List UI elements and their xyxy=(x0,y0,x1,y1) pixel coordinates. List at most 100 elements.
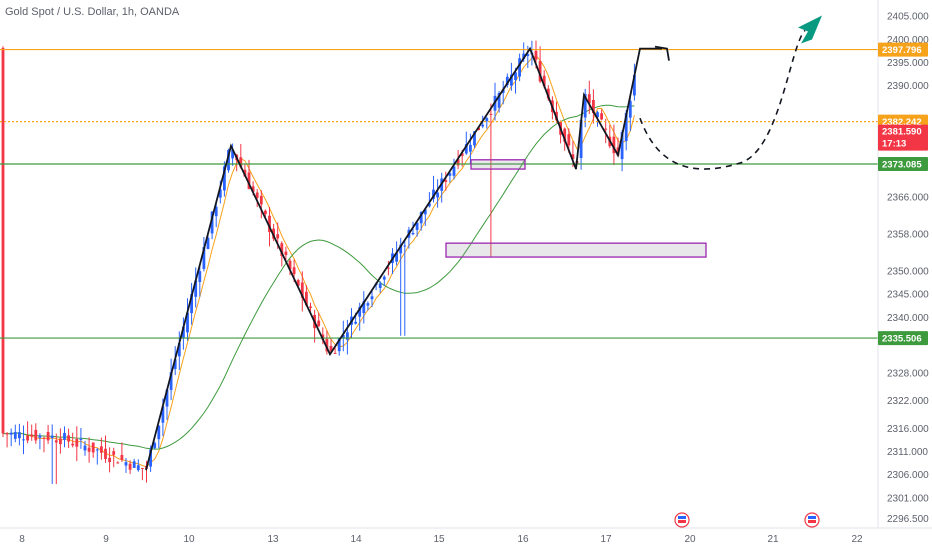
symbol-title: Gold Spot / U.S. Dollar, 1h, OANDA xyxy=(5,6,180,18)
current-price-label: 2381.590 xyxy=(882,127,922,138)
ma-fast-line xyxy=(2,55,635,468)
candle-body xyxy=(141,467,144,469)
event-flag-icon[interactable] xyxy=(674,512,690,528)
candle-body xyxy=(341,334,345,339)
candle-body xyxy=(419,211,423,224)
candle-body xyxy=(202,247,206,269)
candle-body xyxy=(259,195,263,205)
candle-body xyxy=(399,244,403,254)
candle-body xyxy=(136,465,140,471)
swing-path-line xyxy=(145,46,662,471)
candle-body xyxy=(87,447,91,452)
price-tick-label: 2400.000 xyxy=(887,35,929,46)
level-badge-label: 2373.085 xyxy=(882,160,922,171)
candle-body xyxy=(329,345,333,352)
candle-body xyxy=(473,131,476,146)
time-tick-label: 17 xyxy=(600,534,612,545)
candle-body xyxy=(182,326,185,338)
candle-body xyxy=(366,303,370,306)
time-tick-label: 9 xyxy=(103,534,109,545)
candle-body xyxy=(538,61,542,82)
level-badge xyxy=(878,331,928,346)
price-zone xyxy=(445,242,707,258)
price-tick-label: 2395.000 xyxy=(887,58,929,69)
candle-body xyxy=(378,283,382,288)
time-tick-label: 10 xyxy=(183,534,195,545)
candle-body xyxy=(34,429,38,441)
time-axis[interactable]: 8 9 10 13 14 15 16 17 20 21 22 xyxy=(19,534,863,545)
level-badge xyxy=(878,42,928,57)
candle-body xyxy=(510,74,513,86)
candle-body xyxy=(206,237,210,249)
candle-body xyxy=(432,189,435,199)
candle-body xyxy=(95,449,99,451)
candle-body xyxy=(169,372,173,391)
price-axis[interactable]: 2405.000 2400.000 2395.000 2390.000 2366.000… xyxy=(887,12,929,526)
swing-arrowhead xyxy=(654,45,670,61)
time-tick-label: 16 xyxy=(517,534,529,545)
level-badge-label: 2397.796 xyxy=(882,45,922,56)
candle-body xyxy=(75,439,79,447)
candle-body xyxy=(264,210,267,215)
event-icon-band xyxy=(678,516,686,519)
candle-body xyxy=(116,462,120,464)
candle-body xyxy=(395,253,398,262)
candle-body xyxy=(5,433,9,435)
candle-body xyxy=(296,280,300,286)
candle-body xyxy=(276,234,280,239)
event-icons[interactable] xyxy=(674,512,820,528)
candle-body xyxy=(38,435,42,438)
candle-body xyxy=(403,245,407,247)
drawings xyxy=(145,15,822,471)
candle-body xyxy=(411,232,415,235)
candle-body xyxy=(481,124,485,127)
candle-body xyxy=(22,439,25,441)
candle-body xyxy=(30,434,34,437)
candle-body xyxy=(612,136,616,154)
candle-body xyxy=(149,449,152,467)
candle-body xyxy=(489,113,493,115)
candle-body xyxy=(165,389,169,407)
event-icon-band xyxy=(808,520,816,523)
horizontal-levels xyxy=(0,48,878,339)
candle-body xyxy=(177,343,181,357)
candle-body xyxy=(268,215,271,233)
candle-body xyxy=(42,437,46,439)
candle-body xyxy=(63,432,66,440)
level-badge-label: 2335.506 xyxy=(882,334,922,345)
price-badges: 2397.796 2382.242 2373.085 2335.506 2381.590… xyxy=(878,42,928,346)
candle-body xyxy=(288,260,292,270)
candle-body xyxy=(54,440,58,443)
candle-body xyxy=(280,243,284,256)
price-tick-label: 2390.000 xyxy=(887,81,929,92)
candle-body xyxy=(387,267,390,269)
candle-body xyxy=(571,154,575,160)
candle-body xyxy=(227,149,230,171)
candle-body xyxy=(284,251,288,256)
time-tick-label: 20 xyxy=(684,534,696,545)
time-tick-label: 21 xyxy=(767,534,779,545)
candle-body xyxy=(485,118,489,122)
candle-body xyxy=(305,291,308,306)
time-tick-label: 13 xyxy=(267,534,279,545)
candles xyxy=(1,40,636,484)
event-flag-icon[interactable] xyxy=(804,512,820,528)
countdown-label: 17:13 xyxy=(882,139,906,150)
candle-body xyxy=(251,186,255,192)
candle-body xyxy=(18,432,21,439)
candle-body xyxy=(223,166,226,191)
candle-body xyxy=(210,211,214,234)
candle-body xyxy=(120,454,124,460)
candle-body xyxy=(628,100,632,118)
time-tick-label: 14 xyxy=(350,534,362,545)
candle-body xyxy=(415,222,419,230)
candle-body xyxy=(587,94,591,104)
level-badge-label: 2382.242 xyxy=(882,117,922,128)
candle-body xyxy=(218,189,222,198)
candle-body xyxy=(563,128,567,142)
event-icon-band xyxy=(678,520,686,523)
price-tick-label: 2350.000 xyxy=(887,266,929,277)
candle-body xyxy=(596,112,599,118)
